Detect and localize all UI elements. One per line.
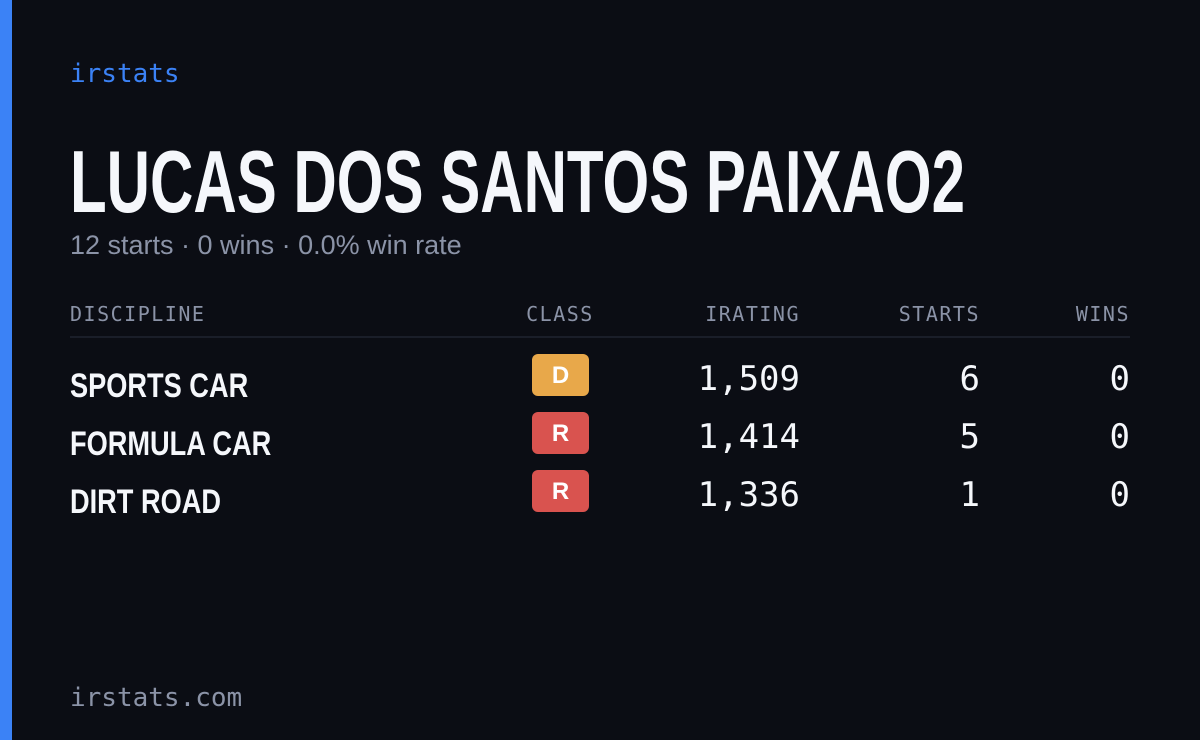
starts: 6 [960, 359, 980, 399]
accent-bar [0, 0, 12, 740]
column-header: CLASS [526, 302, 594, 326]
column-header: STARTS [899, 302, 980, 326]
class-letter: R [552, 478, 569, 505]
irating: 1,336 [698, 475, 800, 515]
class-badge [532, 412, 589, 454]
player-name: LUCAS DOS SANTOS PAIXAO2 [70, 132, 965, 231]
discipline-wrap: FORMULA CAR [70, 424, 271, 463]
summary: 12 starts · 0 wins · 0.0% win rate [70, 230, 462, 260]
discipline-name: SPORTS CAR [70, 366, 248, 405]
column-header: IRATING [705, 302, 800, 326]
brand: irstats [70, 59, 180, 89]
column-header: DISCIPLINE [70, 302, 205, 326]
discipline-name: FORMULA CAR [70, 424, 271, 463]
discipline-wrap: DIRT ROAD [70, 482, 221, 521]
wins: 0 [1110, 359, 1130, 399]
footer: irstats.com [70, 683, 242, 713]
starts: 1 [960, 475, 980, 515]
starts: 5 [960, 417, 980, 457]
class-badge [532, 470, 589, 512]
class-badge [532, 354, 589, 396]
irating: 1,414 [698, 417, 800, 457]
class-letter: R [552, 420, 569, 447]
discipline-wrap: SPORTS CAR [70, 366, 248, 405]
wins: 0 [1110, 417, 1130, 457]
class-letter: D [552, 362, 569, 389]
column-header: WINS [1076, 302, 1130, 326]
irating: 1,509 [698, 359, 800, 399]
discipline-name: DIRT ROAD [70, 482, 221, 521]
wins: 0 [1110, 475, 1130, 515]
